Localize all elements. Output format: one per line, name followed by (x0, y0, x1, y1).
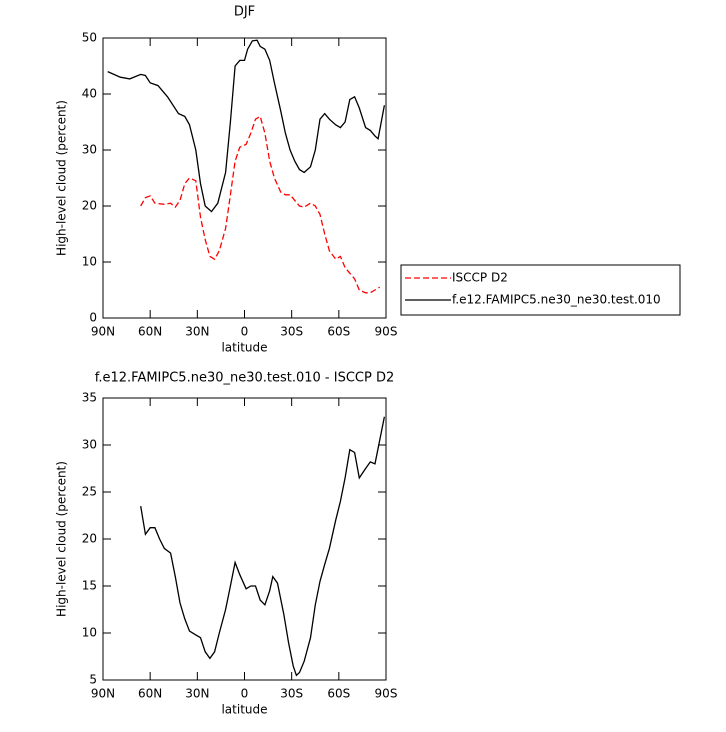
y-tick-label: 20 (82, 532, 97, 546)
y-tick-label: 10 (82, 255, 97, 269)
x-tick-label: 30S (280, 687, 303, 701)
x-tick-label: 90S (375, 325, 398, 339)
y-tick-label: 40 (82, 87, 97, 101)
line-series (140, 416, 386, 677)
y-tick-label: 30 (82, 438, 97, 452)
chart-title: DJF (234, 5, 255, 20)
y-axis-label: High-level cloud (percent) (55, 461, 69, 617)
x-axis-label: latitude (221, 341, 267, 355)
line-series (107, 39, 386, 213)
plot-frame (102, 397, 387, 681)
x-tick-label: 60S (327, 325, 350, 339)
y-tick-label: 20 (82, 199, 97, 213)
x-tick-label: 60N (138, 325, 162, 339)
y-tick-label: 30 (82, 143, 97, 157)
y-tick-label: 5 (89, 673, 97, 687)
y-tick-label: 0 (89, 311, 97, 325)
x-tick-label: 0 (241, 325, 249, 339)
x-tick-label: 60N (138, 687, 162, 701)
y-tick-label: 10 (82, 626, 97, 640)
x-tick-label: 30S (280, 325, 303, 339)
legend-label: ISCCP D2 (452, 271, 508, 285)
x-tick-label: 0 (241, 687, 249, 701)
x-tick-label: 90S (375, 687, 398, 701)
x-tick-label: 90N (91, 687, 115, 701)
y-tick-label: 15 (82, 579, 97, 593)
y-tick-label: 50 (82, 31, 97, 45)
x-axis-label: latitude (221, 703, 267, 717)
y-axis-label: High-level cloud (percent) (55, 100, 69, 256)
legend-label: f.e12.FAMIPC5.ne30_ne30.test.010 (452, 293, 661, 307)
y-tick-label: 35 (82, 391, 97, 405)
line-series (140, 115, 381, 294)
y-tick-label: 25 (82, 485, 97, 499)
chart-title: f.e12.FAMIPC5.ne30_ne30.test.010 - ISCCP… (95, 371, 395, 386)
x-tick-label: 60S (327, 687, 350, 701)
x-tick-label: 90N (91, 325, 115, 339)
legend-box (400, 264, 681, 316)
x-tick-label: 30N (185, 325, 209, 339)
plot-frame (102, 37, 387, 319)
x-tick-label: 30N (185, 687, 209, 701)
